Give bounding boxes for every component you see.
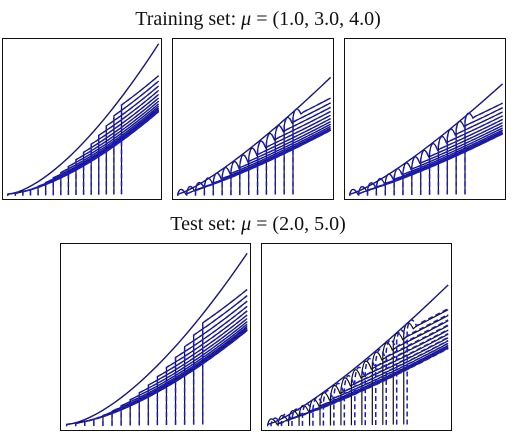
test-panel-mu-5 bbox=[261, 243, 452, 431]
solid-curve-7 bbox=[329, 340, 449, 426]
solid-curve-7 bbox=[230, 123, 331, 196]
dashed-curve-8 bbox=[411, 124, 503, 195]
dashed-curve-14 bbox=[406, 307, 449, 425]
dashed-curve-3 bbox=[194, 129, 331, 196]
dashed-curve-12 bbox=[274, 106, 331, 195]
solid-curve-16 bbox=[202, 289, 248, 425]
training-heading-mu: μ bbox=[241, 8, 252, 30]
training-heading-prefix: Training set: bbox=[135, 8, 242, 30]
dashed-curve-2 bbox=[357, 133, 503, 196]
dashed-curve-11 bbox=[265, 110, 331, 195]
solid-curve-10 bbox=[428, 118, 503, 195]
dashed-envelope-curve bbox=[177, 76, 332, 195]
dashed-curve-6 bbox=[44, 108, 160, 196]
test-panel-mu-2 bbox=[60, 243, 251, 431]
dashed-curve-1 bbox=[270, 347, 449, 427]
dashed-curve-9 bbox=[354, 332, 449, 426]
dashed-curve-4 bbox=[301, 346, 449, 426]
dashed-curve-9 bbox=[67, 103, 160, 195]
dashed-curve-14 bbox=[105, 85, 160, 195]
dashed-curve-8 bbox=[343, 336, 449, 426]
dashed-curve-15 bbox=[192, 295, 248, 425]
dashed-curve-4 bbox=[203, 128, 331, 196]
dashed-curve-9 bbox=[419, 121, 503, 195]
dashed-curve-8 bbox=[60, 105, 160, 196]
solid-curve-6 bbox=[393, 129, 503, 196]
training-heading-values: = (1.0, 3.0, 4.0) bbox=[251, 8, 381, 30]
dashed-curve-9 bbox=[138, 321, 248, 426]
training-set-heading: Training set: μ = (1.0, 3.0, 4.0) bbox=[0, 8, 516, 31]
dashed-curve-8 bbox=[129, 323, 248, 426]
dashed-curve-11 bbox=[374, 324, 449, 425]
dashed-curve-14 bbox=[464, 102, 503, 195]
dashed-curve-13 bbox=[97, 89, 160, 195]
solid-curve-10 bbox=[147, 318, 248, 426]
test-plot-mu-5 bbox=[267, 284, 449, 427]
solid-curve-11 bbox=[437, 115, 503, 195]
dashed-curve-12 bbox=[90, 93, 160, 195]
test-heading-mu: μ bbox=[241, 213, 252, 235]
solid-curve-14 bbox=[184, 300, 248, 425]
dashed-curve-5 bbox=[37, 109, 160, 196]
dashed-curve-10 bbox=[364, 328, 449, 426]
dashed-curve-12 bbox=[446, 111, 503, 195]
dashed-curve-13 bbox=[283, 102, 331, 195]
dashed-curve-5 bbox=[212, 127, 331, 196]
dashed-curve-6 bbox=[322, 342, 449, 426]
solid-curve-14 bbox=[403, 309, 449, 425]
dashed-curve-10 bbox=[75, 100, 160, 195]
dashed-curve-10 bbox=[147, 317, 248, 426]
test-set-heading: Test set: μ = (2.0, 5.0) bbox=[0, 213, 516, 236]
solid-curve-10 bbox=[75, 100, 160, 195]
dashed-curve-7 bbox=[402, 127, 503, 196]
training-panel-mu-1 bbox=[2, 38, 162, 200]
dashed-curve-5 bbox=[312, 344, 449, 426]
training-panel-mu-3 bbox=[172, 38, 334, 200]
solid-curve-12 bbox=[382, 320, 449, 425]
training-panel-mu-4 bbox=[344, 38, 506, 200]
dashed-curve-6 bbox=[221, 125, 331, 196]
dashed-envelope-curve bbox=[267, 284, 449, 426]
dashed-curve-8 bbox=[239, 120, 331, 195]
test-heading-values: = (2.0, 5.0) bbox=[251, 213, 346, 235]
dashed-curve-9 bbox=[247, 117, 331, 195]
dashed-curve-12 bbox=[385, 319, 449, 425]
dashed-curve-12 bbox=[165, 310, 248, 426]
test-plot-mu-2 bbox=[65, 252, 248, 427]
dashed-curve-13 bbox=[174, 305, 248, 425]
dashed-envelope-curve bbox=[349, 83, 504, 195]
training-plot-mu-3 bbox=[177, 76, 332, 196]
dashed-envelope-curve bbox=[66, 252, 248, 426]
dashed-curve-16 bbox=[120, 75, 160, 195]
dashed-curve-15 bbox=[113, 80, 160, 195]
solid-curve-13 bbox=[392, 314, 449, 425]
dashed-curve-14 bbox=[292, 97, 331, 195]
training-plot-mu-4 bbox=[349, 83, 504, 196]
dashed-curve-3 bbox=[291, 347, 449, 427]
dashed-envelope-curve bbox=[7, 43, 160, 195]
dashed-curve-11 bbox=[156, 314, 248, 426]
dashed-curve-5 bbox=[102, 328, 248, 426]
dashed-curve-10 bbox=[256, 114, 331, 195]
dashed-curve-6 bbox=[111, 327, 248, 426]
test-heading-prefix: Test set: bbox=[170, 213, 242, 235]
dashed-curve-7 bbox=[52, 107, 160, 196]
solid-curve-11 bbox=[371, 325, 449, 425]
dashed-curve-5 bbox=[384, 131, 503, 196]
training-plot-mu-1 bbox=[6, 43, 160, 196]
dashed-curve-7 bbox=[333, 339, 449, 426]
